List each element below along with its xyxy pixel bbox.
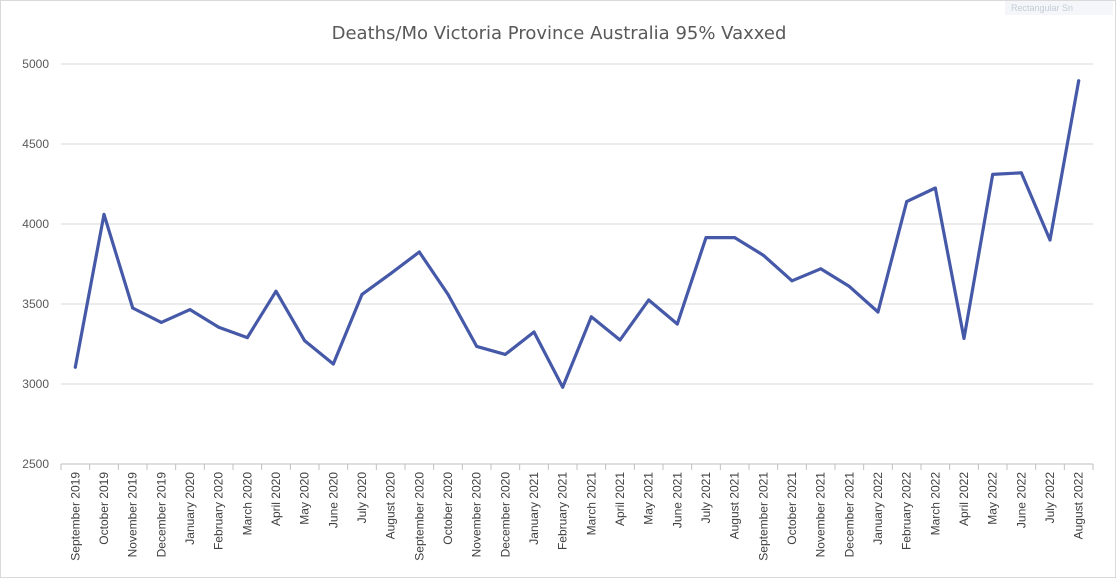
x-tick-label: October 2019 [97,472,111,545]
x-tick-label: June 2020 [326,472,340,528]
data-point [102,212,106,216]
x-tick-label: December 2020 [498,472,512,558]
data-point [847,284,851,288]
selection-overlay-label: Rectangular Sn [1005,1,1113,15]
x-tick-label: November 2019 [126,472,140,558]
x-tick-label: November 2021 [814,472,828,558]
data-point [991,172,995,176]
data-point [131,306,135,310]
data-point [475,344,479,348]
x-tick-label: September 2019 [68,472,82,561]
x-tick-label: January 2020 [183,472,197,545]
x-tick-label: January 2021 [527,472,541,545]
data-point [389,272,393,276]
data-point [217,325,221,329]
data-point [417,250,421,254]
x-tick-label: March 2022 [928,472,942,536]
x-tick-label: August 2020 [384,472,398,540]
data-point [1048,238,1052,242]
data-point [675,322,679,326]
y-tick-label: 5000 [22,57,49,71]
y-tick-label: 2500 [22,457,49,471]
x-tick-label: March 2021 [584,472,598,536]
data-point [561,385,565,389]
data-point [274,289,278,293]
x-tick-label: May 2022 [986,472,1000,525]
x-tick-label: November 2020 [470,472,484,558]
data-point [188,308,192,312]
y-axis: 2500 3000 3500 4000 4500 5000 [22,57,49,471]
data-point [245,336,249,340]
x-tick-label: May 2021 [642,472,656,525]
x-tick-label: February 2020 [212,472,226,550]
x-tick-label: October 2021 [785,472,799,545]
chart-title: Deaths/Mo Victoria Province Australia 95… [332,23,787,44]
y-tick-label: 3500 [22,297,49,311]
x-tick-label: May 2020 [298,472,312,525]
x-tick-label: July 2020 [355,472,369,524]
data-point [704,236,708,240]
x-axis: September 2019 October 2019 November 2019 D… [60,463,1094,561]
x-tick-label: April 2020 [269,472,283,526]
data-point [618,338,622,342]
x-tick-label: March 2020 [240,472,254,536]
y-tick-label: 4000 [22,217,49,231]
data-point [1019,171,1023,175]
series-line [73,79,1081,389]
y-tick-label: 4500 [22,137,49,151]
data-point [819,267,823,271]
data-point [73,365,77,369]
x-tick-label: August 2022 [1072,472,1086,540]
x-tick-label: December 2019 [154,472,168,558]
data-point [503,352,507,356]
x-tick-label: October 2020 [441,472,455,545]
data-point [360,292,364,296]
x-tick-label: December 2021 [842,472,856,558]
data-point [1077,79,1081,83]
data-point [532,330,536,334]
x-tick-label: September 2021 [756,472,770,561]
x-tick-label: August 2021 [728,472,742,540]
data-point [159,320,163,324]
x-tick-label: April 2021 [613,472,627,526]
data-point [876,310,880,314]
y-tick-label: 3000 [22,377,49,391]
x-tick-label: September 2020 [412,472,426,561]
series-layer [73,79,1081,389]
gridlines [61,63,1093,385]
data-point [905,200,909,204]
data-point [790,279,794,283]
x-tick-label: January 2022 [871,472,885,545]
data-point [933,186,937,190]
data-point [761,253,765,257]
x-tick-label: April 2022 [957,472,971,526]
x-tick-label: February 2021 [556,472,570,550]
data-point [962,336,966,340]
x-tick-label: July 2021 [699,472,713,524]
data-point [733,236,737,240]
x-tick-label: February 2022 [900,472,914,550]
data-point [331,362,335,366]
data-point [446,292,450,296]
x-tick-label: June 2021 [670,472,684,528]
x-tick-label: July 2022 [1043,472,1057,524]
data-point [589,315,593,319]
data-point [303,339,307,343]
x-tick-label: June 2022 [1014,472,1028,528]
data-point [647,298,651,302]
